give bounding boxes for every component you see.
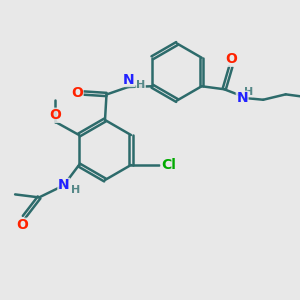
Text: Cl: Cl xyxy=(161,158,176,172)
Text: N: N xyxy=(236,91,248,105)
Text: H: H xyxy=(71,185,80,195)
Text: H: H xyxy=(136,80,145,90)
Text: O: O xyxy=(225,52,237,66)
Text: N: N xyxy=(123,73,134,86)
Text: O: O xyxy=(71,86,83,100)
Text: N: N xyxy=(58,178,70,192)
Text: O: O xyxy=(50,108,61,122)
Text: O: O xyxy=(17,218,28,232)
Text: H: H xyxy=(244,87,253,97)
